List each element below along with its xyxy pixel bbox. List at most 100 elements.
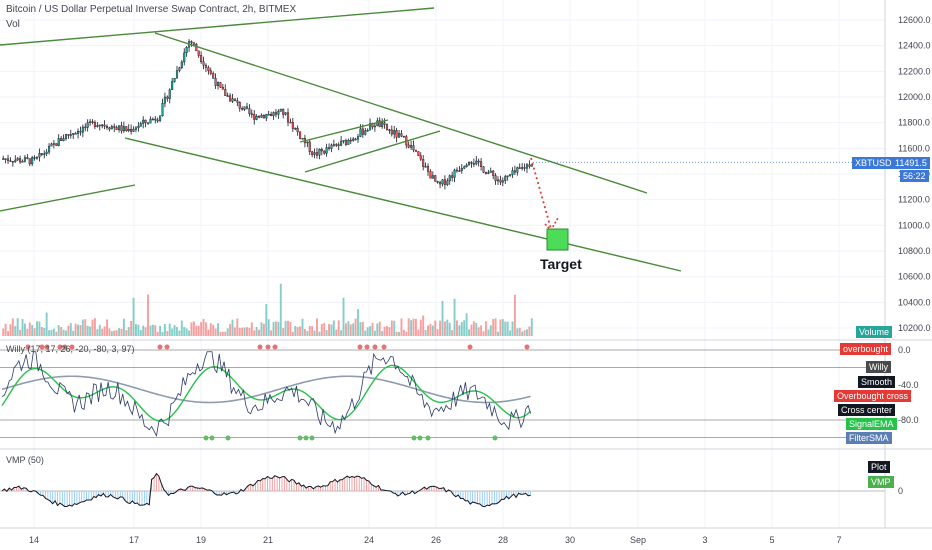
legend-plot[interactable]: Plot (868, 461, 890, 473)
volume-bar (429, 323, 432, 336)
candle-body (163, 96, 166, 104)
candle-body (453, 169, 456, 178)
volume-bar (45, 312, 48, 336)
overbought-dot (381, 344, 387, 350)
volume-bar (313, 330, 316, 336)
candle-body (480, 161, 483, 167)
candle-body (385, 124, 389, 130)
candle-body (89, 121, 92, 123)
price-tick-label: 11800.0 (898, 118, 930, 128)
candle-body (178, 67, 181, 71)
volume-bar (349, 324, 352, 336)
legend-overbought-cross[interactable]: Overbought cross (834, 390, 912, 402)
volume-bar (21, 319, 24, 336)
volume-bar (219, 331, 222, 336)
volume-bar (492, 319, 495, 336)
volume-bar (212, 324, 215, 336)
volume-bar (96, 329, 99, 336)
price-tick-label: 12000.0 (898, 92, 931, 102)
candle-body (16, 158, 19, 161)
candle-body (159, 115, 162, 121)
candle-body (149, 118, 152, 124)
volume-bar (147, 294, 149, 336)
candle-body (255, 115, 258, 120)
candle-body (28, 158, 31, 165)
volume-bar (439, 320, 442, 336)
volume-bar (258, 329, 261, 336)
overbought-dot (39, 344, 45, 350)
volume-bar (366, 327, 369, 336)
candle-body (270, 113, 273, 117)
volume-bar (127, 327, 130, 336)
candle-body (443, 179, 446, 185)
price-tick-label: 12400.0 (898, 41, 931, 51)
volume-bar (284, 320, 287, 336)
legend-willy[interactable]: Willy (866, 361, 891, 373)
volume-bar (43, 327, 46, 336)
candle-body (231, 98, 234, 102)
candle-body (284, 112, 287, 115)
candle-body (248, 108, 251, 114)
candle-body (93, 121, 96, 127)
volume-bar (357, 309, 359, 336)
legend-signalema[interactable]: SignalEMA (846, 418, 897, 430)
price-tick-label: 11200.0 (898, 195, 930, 205)
legend-vmp[interactable]: VMP (868, 476, 894, 488)
candle-body (354, 138, 357, 141)
volume-bar (458, 325, 461, 336)
candle-body (436, 181, 439, 183)
candle-body (98, 124, 101, 127)
legend-filtersma[interactable]: FilterSMA (846, 432, 892, 444)
candle-body (103, 124, 106, 127)
volume-bar (376, 323, 379, 336)
candle-body (200, 55, 203, 62)
volume-bar (274, 321, 277, 336)
candle-body (91, 121, 94, 123)
volume-bar (163, 324, 166, 336)
volume-bar (204, 322, 207, 336)
volume-bar (113, 330, 116, 336)
volume-bar (470, 324, 473, 336)
price-tick-label: 10800.0 (898, 246, 931, 256)
time-tick-label: 7 (836, 535, 841, 545)
overbought-dot (257, 344, 263, 350)
candle-body (455, 169, 459, 172)
candle-body (76, 131, 80, 134)
candle-body (506, 175, 509, 177)
overbought-dot (157, 344, 163, 350)
volume-bar (279, 283, 282, 336)
volume-bar (26, 328, 29, 336)
candle-body (311, 151, 314, 155)
symbol-tag: XBTUSD (852, 157, 895, 169)
candle-body (446, 180, 449, 185)
time-tick-label: 21 (263, 535, 273, 545)
trendline-flag-upper (299, 119, 389, 143)
volume-bar (516, 328, 519, 336)
candle-body (57, 138, 60, 146)
trendline-channel-upper (154, 32, 648, 194)
overbought-dot (272, 344, 278, 350)
candle-body (373, 125, 376, 128)
volume-bar (7, 330, 9, 336)
legend-smooth[interactable]: Smooth (858, 376, 896, 388)
candle-body (175, 70, 179, 79)
candle-body (4, 158, 7, 160)
volume-bar (57, 325, 60, 336)
volume-bar (207, 329, 210, 336)
candle-body (518, 167, 521, 169)
candle-body (195, 44, 198, 52)
candle-body (465, 164, 468, 168)
candle-body (492, 170, 495, 176)
legend-overbought[interactable]: overbought (840, 343, 892, 355)
volume-bar (484, 321, 487, 336)
volume-bar (4, 323, 7, 336)
volume-bar (248, 327, 251, 336)
candle-body (299, 131, 302, 139)
volume-bar (195, 325, 198, 336)
volume-bar (501, 319, 504, 336)
legend-cross-center[interactable]: Cross center (838, 404, 896, 416)
candle-body (262, 114, 265, 119)
candle-body (467, 161, 471, 166)
candle-body (45, 151, 48, 154)
